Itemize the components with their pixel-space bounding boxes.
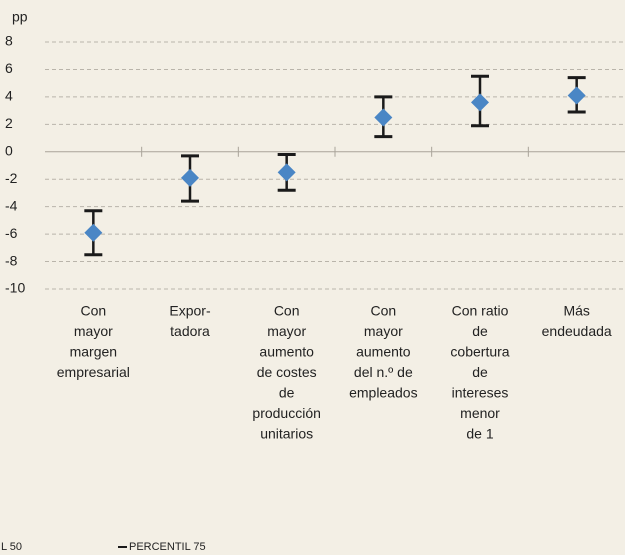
x-tick-label: de bbox=[279, 385, 295, 401]
x-tick-label: empresarial bbox=[57, 364, 130, 380]
legend-label: PERCENTIL 50 bbox=[0, 541, 22, 553]
y-tick-label: -8 bbox=[5, 252, 18, 268]
x-tick-label: Con bbox=[80, 303, 106, 319]
median-marker bbox=[374, 108, 393, 127]
median-marker bbox=[181, 168, 199, 187]
y-tick-label: 2 bbox=[5, 115, 13, 131]
x-tick-label: de 1 bbox=[466, 426, 493, 442]
x-tick-label: cobertura bbox=[450, 344, 509, 360]
x-tick-label: de bbox=[472, 323, 488, 339]
x-tick-label: del n.º de bbox=[354, 364, 413, 380]
y-tick-label: -10 bbox=[5, 280, 25, 296]
x-tick-label: mayor bbox=[267, 323, 306, 339]
y-tick-label: -4 bbox=[5, 197, 18, 213]
y-axis-label: pp bbox=[12, 9, 28, 25]
x-tick-label: de costes bbox=[257, 364, 317, 380]
y-tick-label: 4 bbox=[5, 88, 13, 104]
x-tick-label: Con bbox=[370, 303, 396, 319]
x-tick-label: menor bbox=[460, 405, 500, 421]
y-tick-label: 0 bbox=[5, 142, 13, 158]
x-tick-label: producción bbox=[252, 405, 321, 421]
x-tick-label: mayor bbox=[74, 323, 113, 339]
median-marker bbox=[84, 223, 103, 242]
x-tick-label: aumento bbox=[259, 344, 314, 360]
x-tick-label: de bbox=[472, 364, 488, 380]
x-tick-label: margen bbox=[70, 344, 117, 360]
x-tick-label: empleados bbox=[349, 385, 418, 401]
x-tick-label: tadora bbox=[170, 323, 210, 339]
median-marker bbox=[471, 93, 489, 112]
x-tick-label: Con ratio bbox=[452, 303, 509, 319]
median-marker bbox=[277, 163, 296, 182]
y-tick-label: 6 bbox=[5, 60, 13, 76]
y-tick-label: -2 bbox=[5, 170, 18, 186]
y-tick-label: -6 bbox=[5, 225, 18, 241]
x-tick-label: Con bbox=[274, 303, 300, 319]
x-tick-label: endeudada bbox=[542, 323, 612, 339]
legend-label: PERCENTIL 75 bbox=[129, 541, 206, 553]
y-tick-label: 8 bbox=[5, 33, 13, 49]
x-tick-label: aumento bbox=[356, 344, 411, 360]
x-tick-label: unitarios bbox=[260, 426, 313, 442]
x-tick-label: Expor- bbox=[169, 303, 211, 319]
median-marker bbox=[567, 86, 586, 105]
x-tick-label: Más bbox=[563, 303, 589, 319]
x-tick-label: mayor bbox=[364, 323, 403, 339]
x-tick-label: intereses bbox=[452, 385, 509, 401]
